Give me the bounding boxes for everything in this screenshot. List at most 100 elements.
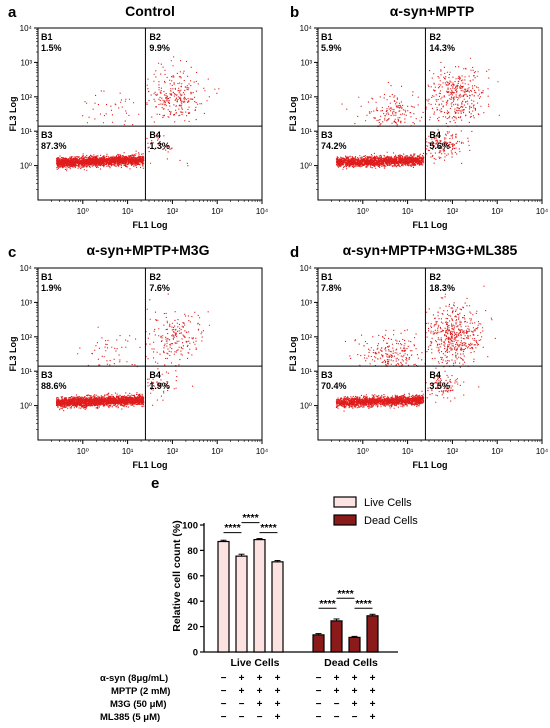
- y-tick-label: 10¹: [300, 127, 312, 136]
- quadrant-label: B1: [321, 272, 333, 282]
- y-tick-label: 10⁴: [20, 264, 33, 273]
- x-tick-label: 10³: [211, 207, 223, 216]
- condition-label-asyn: α-syn (8μg/mL): [100, 673, 168, 684]
- y-tick-label: 10³: [300, 58, 312, 67]
- y-tick-label: 10⁰: [300, 402, 312, 411]
- y-tick-label: 10⁰: [300, 162, 312, 171]
- scatter-dots: [335, 285, 496, 412]
- condition-mark: +: [275, 673, 281, 684]
- panel-letter: c: [8, 244, 16, 261]
- panel-letter: e: [151, 475, 159, 492]
- legend-swatch-live: [333, 496, 357, 508]
- x-tick-label: 10⁴: [256, 447, 269, 456]
- scatter-dots: [335, 57, 500, 170]
- y-tick-label: 10⁴: [300, 24, 313, 33]
- legend-live-label: Live Cells: [364, 497, 412, 509]
- condition-mark: −: [316, 673, 322, 684]
- quadrant-label: B2: [149, 272, 161, 282]
- significance-stars: ****: [337, 588, 354, 600]
- y-tick-label: 60: [187, 571, 198, 582]
- x-axis-label: FL1 Log: [133, 220, 168, 230]
- y-tick-label: 10⁰: [20, 162, 32, 171]
- scatter-points: [335, 285, 496, 412]
- condition-mark: −: [221, 712, 227, 723]
- bar: [253, 539, 266, 653]
- scatter-points: [56, 293, 210, 412]
- quadrant-label: B4: [149, 370, 161, 380]
- condition-mark: −: [239, 712, 245, 723]
- legend-swatch-dead: [333, 514, 357, 526]
- y-tick-label: 10³: [20, 58, 32, 67]
- quadrant-label: B4: [429, 130, 441, 140]
- panel-letter: b: [290, 4, 299, 21]
- quadrant-label: B1: [41, 32, 53, 42]
- y-axis-label: Relative cell count (%): [171, 520, 183, 631]
- bar-chart-e: e Relative cell count (%) Live Cells Dea…: [100, 475, 418, 723]
- x-tick-label: 10⁰: [77, 207, 89, 216]
- x-tick-label: 10²: [167, 447, 179, 456]
- group-label-dead: Dead Cells: [324, 657, 378, 669]
- quadrant-percent: 1.3%: [149, 141, 170, 151]
- x-axis-label: FL1 Log: [413, 220, 448, 230]
- condition-mark: +: [257, 673, 263, 684]
- x-tick-label: 10³: [491, 447, 503, 456]
- plot-frame: [317, 267, 543, 441]
- x-tick-label: 10¹: [402, 207, 414, 216]
- y-tick-label: 10³: [300, 298, 312, 307]
- condition-label-mptp: MPTP (2 mM): [111, 686, 170, 697]
- condition-mark: −: [257, 712, 263, 723]
- y-tick-label: 10⁰: [20, 402, 32, 411]
- condition-mark: +: [370, 673, 376, 684]
- x-tick-label: 10³: [491, 207, 503, 216]
- condition-mark: +: [352, 673, 358, 684]
- x-tick-label: 10⁴: [256, 207, 269, 216]
- x-tick-label: 10¹: [122, 447, 134, 456]
- x-tick-label: 10⁰: [357, 447, 369, 456]
- scatter-points: [56, 56, 220, 172]
- y-tick-label: 10¹: [20, 127, 32, 136]
- x-axis-label: FL1 Log: [133, 460, 168, 470]
- quadrant-percent: 1.9%: [149, 381, 170, 391]
- y-tick-label: 10⁴: [300, 264, 313, 273]
- condition-mark: +: [257, 699, 263, 710]
- x-tick-label: 10⁰: [357, 207, 369, 216]
- condition-mark: +: [239, 686, 245, 697]
- plot-frame: [37, 27, 263, 201]
- quadrant-percent: 5.6%: [429, 141, 450, 151]
- y-tick-label: 100: [182, 521, 198, 532]
- condition-mark: −: [334, 712, 340, 723]
- condition-mark: −: [221, 686, 227, 697]
- condition-mark: −: [352, 712, 358, 723]
- flow-panel-c: c α-syn+MPTP+M3G B11.9%B27.6%B388.6%B41.…: [8, 242, 269, 470]
- quadrant-percent: 7.8%: [321, 283, 342, 293]
- quadrant-percent: 14.3%: [429, 43, 455, 53]
- y-tick-label: 10²: [20, 333, 32, 342]
- x-tick-label: 10²: [447, 447, 459, 456]
- y-tick-label: 10²: [300, 333, 312, 342]
- condition-mark: +: [352, 699, 358, 710]
- quadrant-percent: 88.6%: [41, 381, 67, 391]
- y-tick-label: 80: [187, 546, 198, 557]
- condition-mark: +: [370, 686, 376, 697]
- legend-dead-label: Dead Cells: [364, 515, 418, 527]
- quadrant-label: B3: [321, 130, 333, 140]
- x-tick-label: 10⁴: [536, 207, 549, 216]
- group-label-live: Live Cells: [230, 657, 279, 669]
- condition-mark: +: [334, 686, 340, 697]
- plot-frame: [317, 27, 543, 201]
- bar: [312, 634, 325, 653]
- plot-frame: [37, 267, 263, 441]
- condition-mark: +: [257, 686, 263, 697]
- quadrant-label: B2: [429, 32, 441, 42]
- panel-letter: d: [290, 244, 299, 261]
- condition-mark: +: [275, 699, 281, 710]
- bar: [271, 561, 284, 653]
- condition-mark: +: [334, 673, 340, 684]
- significance-stars: ****: [242, 512, 259, 524]
- quadrant-label: B1: [321, 32, 333, 42]
- scatter-dots: [56, 293, 210, 412]
- quadrant-percent: 18.3%: [429, 283, 455, 293]
- bar: [366, 615, 379, 653]
- bar: [217, 540, 230, 653]
